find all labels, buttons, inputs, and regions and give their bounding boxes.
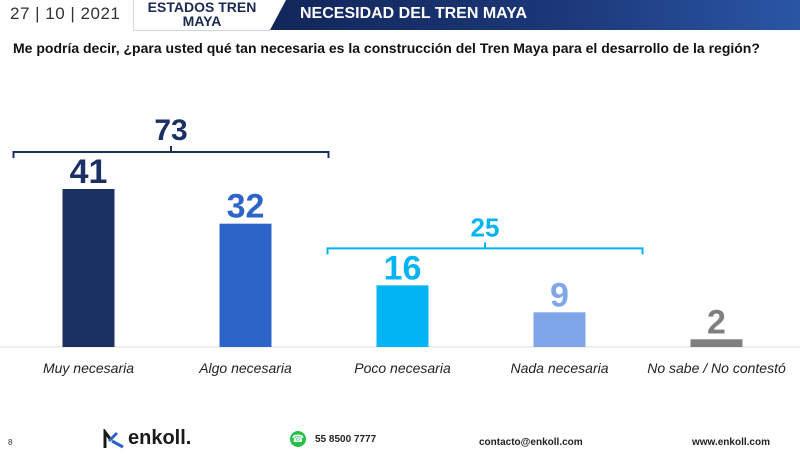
data-label: 16 <box>384 249 422 287</box>
contact-email[interactable]: contacto@enkoll.com <box>479 437 583 448</box>
bar <box>62 189 115 347</box>
website-link[interactable]: www.enkoll.com <box>692 437 770 448</box>
report-date: 27 | 10 | 2021 <box>10 4 121 23</box>
whatsapp-contact[interactable]: ☎ 55 8500 7777 <box>290 431 376 447</box>
page-title: NECESIDAD DEL TREN MAYA <box>300 5 528 22</box>
category-label: Algo necesaria <box>198 360 292 376</box>
category-label: Poco necesaria <box>354 360 451 376</box>
bar <box>219 223 272 347</box>
brand-name: enkoll. <box>128 427 192 449</box>
enkoll-logo-icon <box>103 428 124 448</box>
data-label: 41 <box>70 153 108 191</box>
group-total-label: 73 <box>154 114 187 147</box>
phone-number: 55 8500 7777 <box>315 433 377 445</box>
group-bracket <box>326 242 644 255</box>
whatsapp-icon: ☎ <box>290 431 306 447</box>
data-label: 2 <box>707 303 726 341</box>
data-label: 32 <box>227 188 265 226</box>
survey-question: Me podría decir, ¿para usted qué tan nec… <box>13 40 760 56</box>
data-label: 9 <box>550 276 569 314</box>
group-total-label: 25 <box>471 212 500 242</box>
category-label: Nada necesaria <box>510 360 608 376</box>
bar <box>376 285 429 347</box>
bar <box>690 339 743 347</box>
group-bracket <box>12 146 330 158</box>
title-band <box>270 0 800 30</box>
page-number: 8 <box>8 438 13 447</box>
region-label-box: ESTADOS TREN MAYA <box>133 0 271 31</box>
category-label: No sabe / No contestó <box>647 360 786 376</box>
region-label: ESTADOS TREN MAYA <box>147 0 257 29</box>
brand-logo: enkoll. <box>103 427 191 450</box>
category-label: Muy necesaria <box>43 360 134 376</box>
bar <box>533 312 586 347</box>
